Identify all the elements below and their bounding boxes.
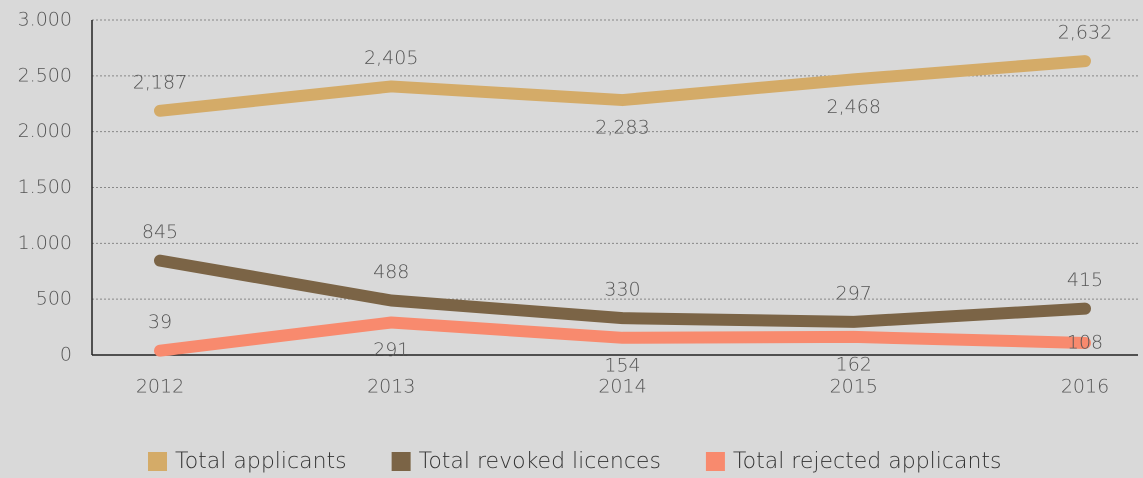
data-label: 39 <box>148 311 172 333</box>
y-tick-label: 1.500 <box>18 176 72 198</box>
legend-label: Total rejected applicants <box>733 449 1002 474</box>
data-label: 154 <box>604 354 640 376</box>
data-label: 2,283 <box>595 117 649 139</box>
y-tick-label: 500 <box>36 288 72 310</box>
series-line <box>154 316 1091 357</box>
data-label: 488 <box>373 261 409 283</box>
data-label: 330 <box>604 279 640 301</box>
legend-label: Total applicants <box>175 449 347 474</box>
data-label: 297 <box>836 282 872 304</box>
legend-swatch <box>705 452 725 471</box>
data-label: 2,405 <box>364 47 418 69</box>
x-tick-label: 2012 <box>136 376 184 398</box>
y-tick-label: 0 <box>60 344 72 366</box>
series-line <box>154 254 1091 328</box>
y-tick-label: 2.500 <box>18 64 72 86</box>
data-label: 291 <box>373 339 409 361</box>
legend-label: Total revoked licences <box>419 449 661 474</box>
series-line <box>154 55 1091 117</box>
y-tick-label: 2.000 <box>18 120 72 142</box>
data-label: 2,468 <box>827 96 881 118</box>
data-label: 2,187 <box>133 71 187 93</box>
x-tick-label: 2013 <box>367 376 415 398</box>
data-label: 415 <box>1067 269 1103 291</box>
legend-swatch <box>148 452 167 471</box>
x-tick-label: 2015 <box>830 376 878 398</box>
legend-swatch <box>391 452 411 471</box>
data-label: 2,632 <box>1058 22 1112 44</box>
y-tick-label: 3.000 <box>18 9 72 31</box>
data-label: 845 <box>142 221 178 243</box>
data-label: 108 <box>1067 331 1103 353</box>
data-label: 162 <box>836 353 872 375</box>
x-tick-label: 2016 <box>1061 376 1109 398</box>
x-tick-label: 2014 <box>598 376 646 398</box>
y-tick-label: 1.000 <box>18 232 72 254</box>
